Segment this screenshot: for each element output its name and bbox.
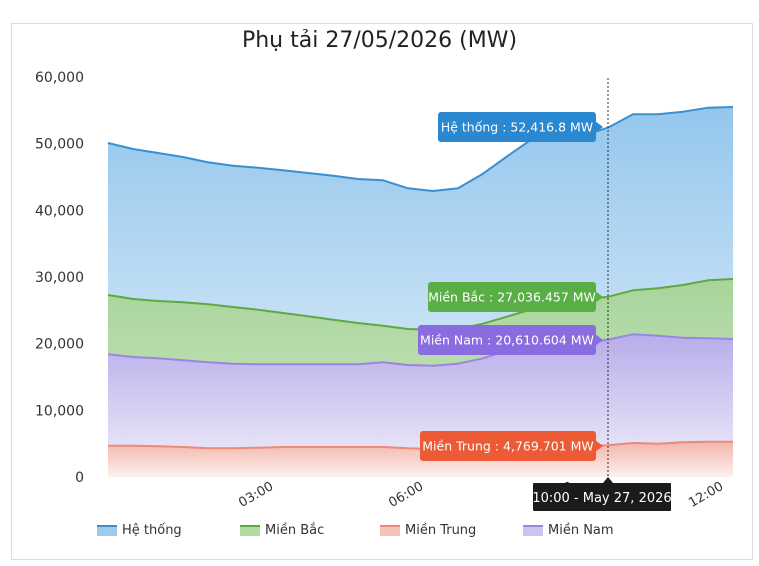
legend-item[interactable]: Hệ thống	[97, 523, 182, 538]
tooltip-text: Hệ thống : 52,416.8 MW	[441, 120, 593, 135]
crosshair-label-pointer	[603, 477, 613, 483]
legend-swatch	[523, 525, 543, 536]
tooltip-text: Miền Bắc : 27,036.457 MW	[428, 290, 596, 305]
chart-title: Phụ tải 27/05/2026 (MW)	[241, 28, 518, 53]
x-tick-label: 06:00	[386, 479, 426, 511]
legend-swatch	[240, 525, 260, 536]
tooltip-box	[418, 325, 596, 355]
y-tick-label: 20,000	[35, 337, 84, 353]
y-tick-label: 60,000	[35, 70, 84, 86]
tooltip-pointer	[595, 440, 603, 452]
y-axis: 0 10,000 20,000 30,000 40,000 50,000 60,000	[35, 70, 84, 486]
y-tick-label: 30,000	[35, 270, 84, 286]
tooltip-box	[420, 431, 596, 461]
x-tick-label: 12:00	[686, 479, 726, 511]
legend-label: Hệ thống	[122, 523, 182, 538]
tooltip-text: Miền Trung : 4,769.701 MW	[422, 439, 593, 454]
y-tick-label: 0	[75, 470, 84, 486]
tooltip-box	[428, 282, 596, 312]
series-areas	[107, 106, 734, 477]
legend-label: Miền Trung	[405, 523, 477, 538]
series-line-hệ-thống	[107, 106, 734, 192]
tooltip-pointer	[595, 334, 603, 346]
legend: Hệ thống Miền Bắc Miền Trung Miền Nam	[0, 523, 759, 543]
crosshair-label: 10:00 - May 27, 2026	[532, 491, 671, 506]
legend-swatch	[380, 525, 400, 536]
tooltip-pointer	[595, 291, 603, 303]
x-tick-label: 03:00	[236, 479, 276, 511]
legend-label: Miền Bắc	[265, 523, 325, 538]
y-tick-label: 40,000	[35, 203, 84, 219]
legend-item[interactable]: Miền Trung	[380, 523, 476, 538]
series-line-miền-nam	[107, 333, 734, 367]
legend-item[interactable]: Miền Bắc	[240, 523, 324, 538]
y-tick-label: 10,000	[35, 403, 84, 419]
tooltip-pointer	[595, 121, 603, 133]
legend-item[interactable]: Miền Nam	[523, 523, 614, 538]
crosshair: 10:00 - May 27, 2026	[532, 78, 672, 511]
legend-swatch	[97, 525, 117, 536]
tooltip-box	[438, 112, 596, 142]
crosshair-label-box	[533, 483, 671, 511]
tooltips: Hệ thống : 52,416.8 MW Miền Bắc : 27,036.…	[418, 112, 603, 461]
y-tick-label: 50,000	[35, 137, 84, 153]
tooltip-text: Miền Nam : 20,610.604 MW	[420, 333, 594, 348]
legend-label: Miền Nam	[548, 523, 614, 538]
